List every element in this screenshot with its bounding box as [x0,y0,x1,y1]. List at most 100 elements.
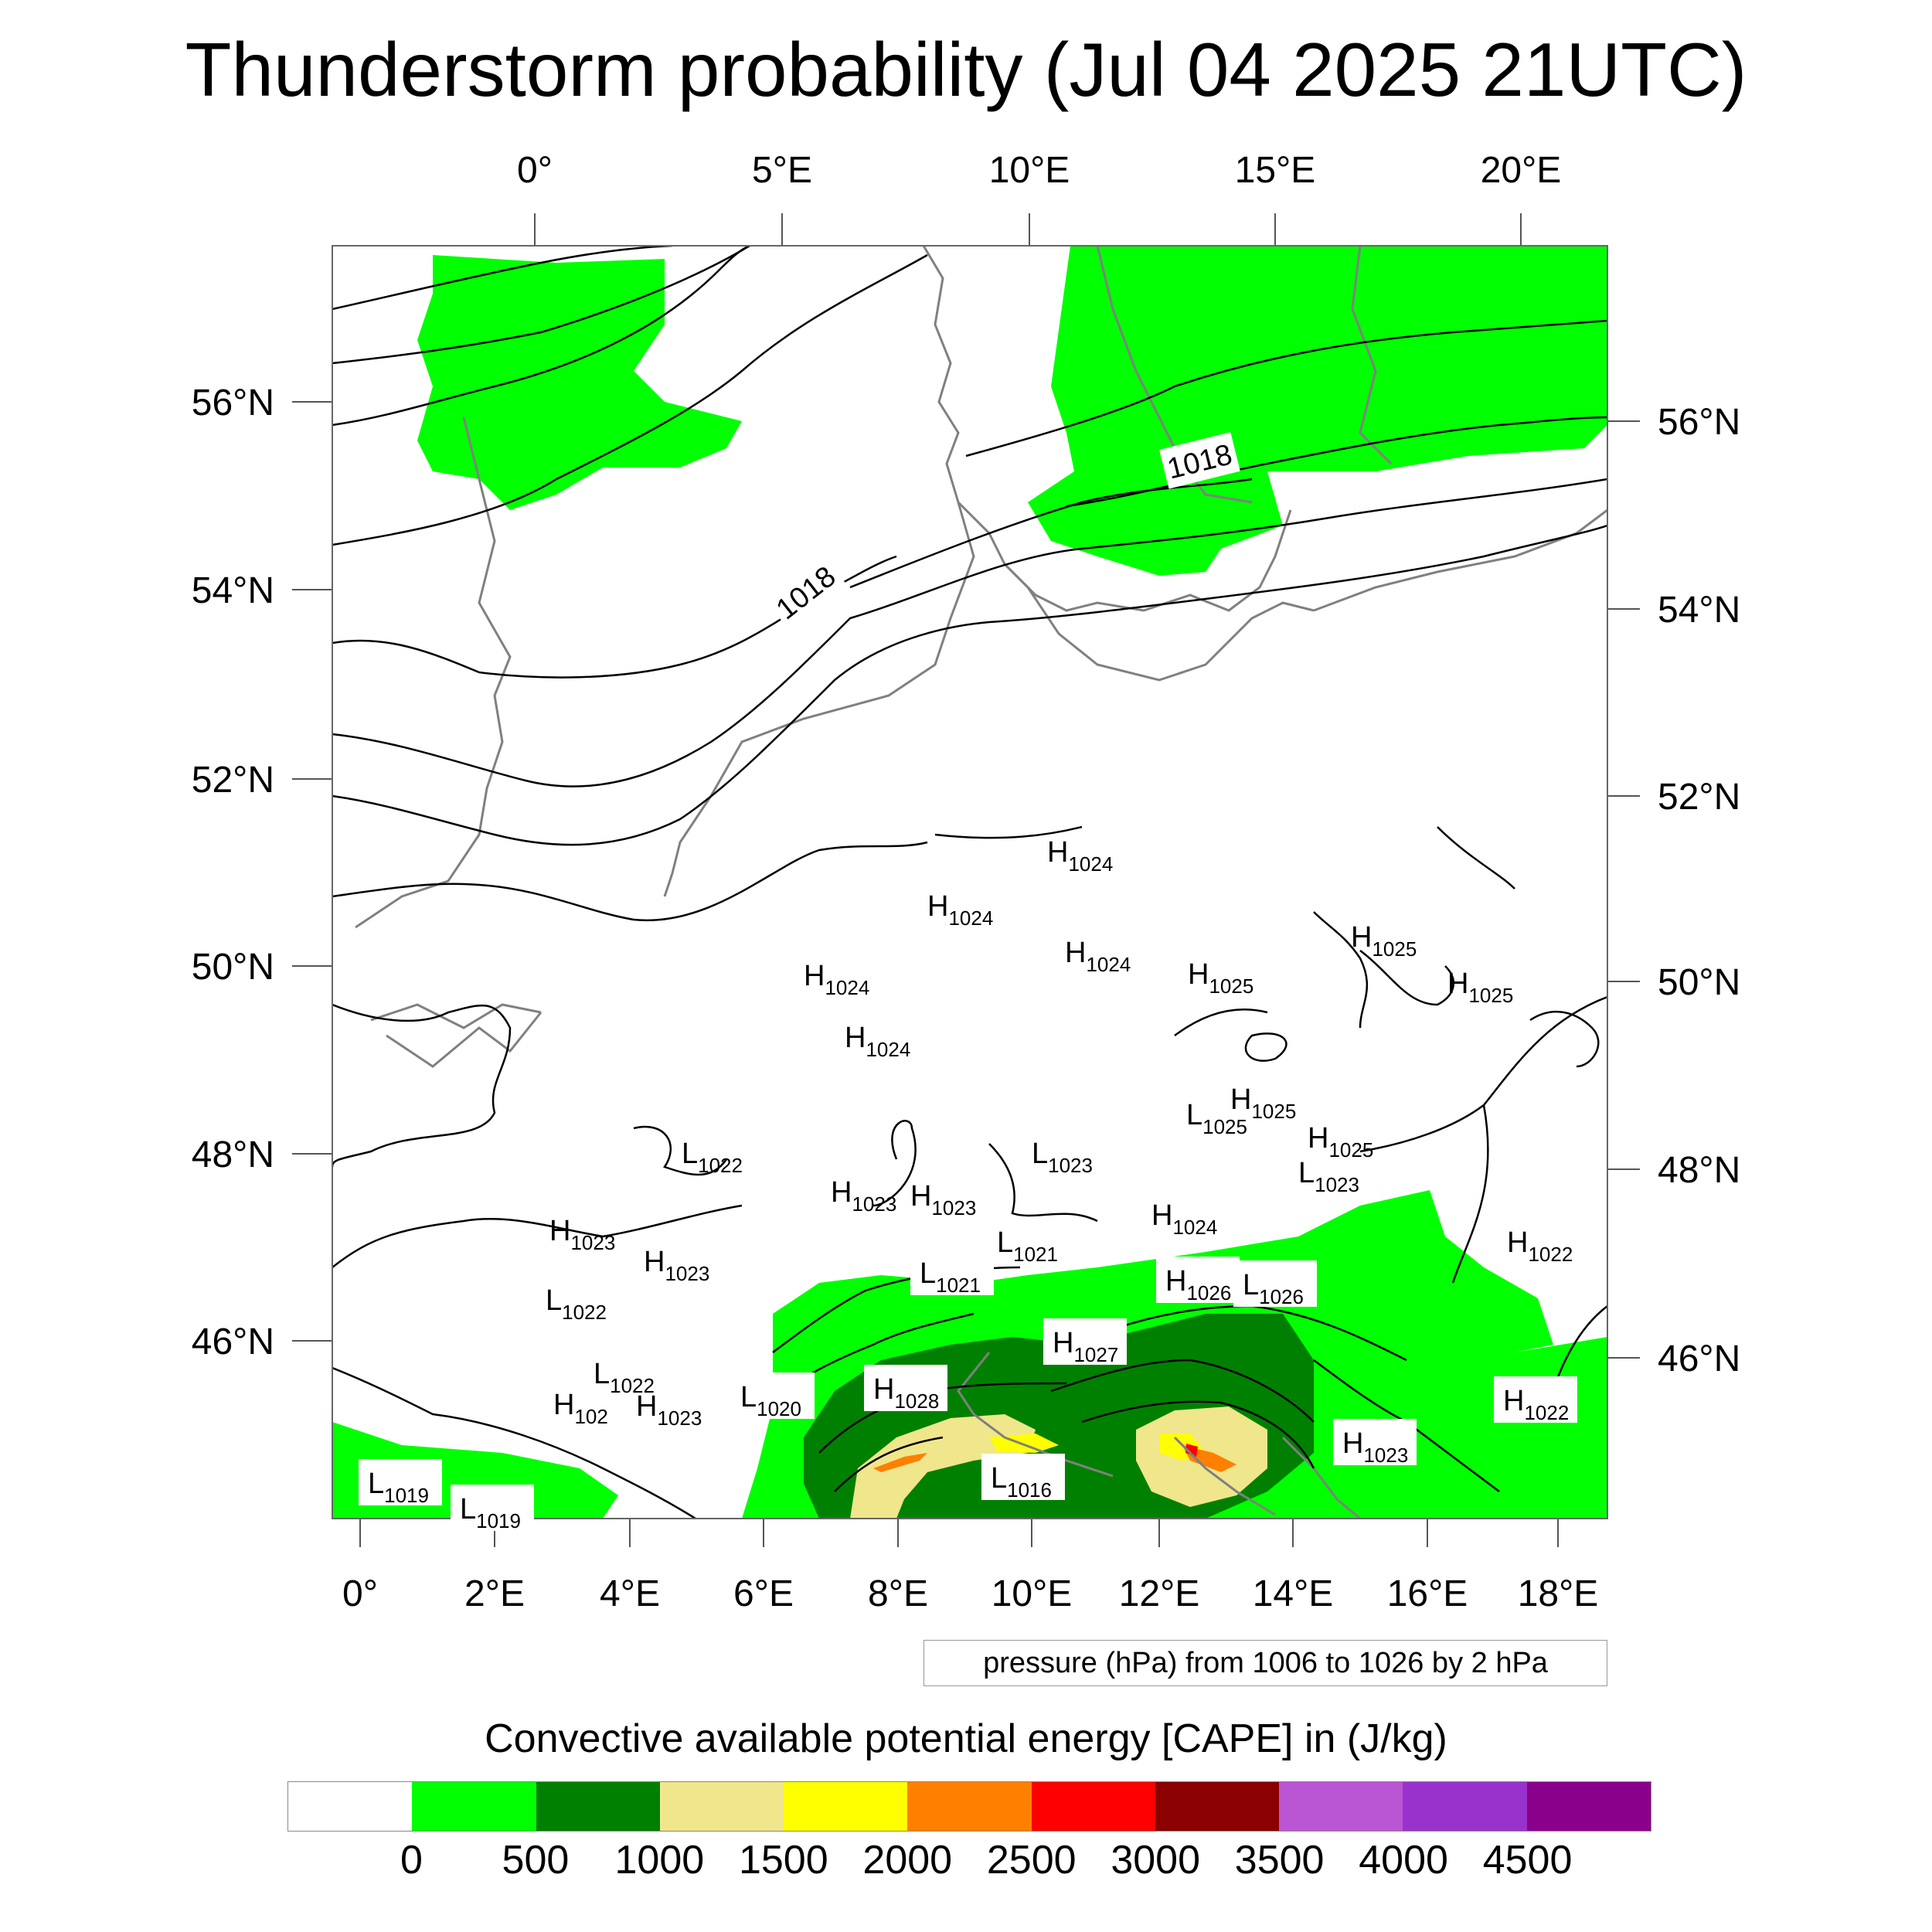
cape-colorbar [287,1781,1651,1832]
colorbar-tick-label: 500 [502,1838,570,1883]
bottom-lon-labels: 0° 2°E 4°E 6°E 8°E 10°E 12°E 14°E 16°E 1… [342,1573,1598,1614]
bottom-lon-label: 0° [342,1573,378,1614]
cape-area-orange [873,1453,927,1472]
bottom-lon-label: 6°E [733,1573,794,1614]
low-pressure-label: L1022 [682,1138,743,1177]
top-lon-label: 5°E [752,150,812,191]
cape-area-red [1185,1444,1198,1457]
coastlines [355,246,1607,1519]
pressure-note: pressure (hPa) from 1006 to 1026 by 2 hP… [923,1640,1607,1686]
pressure-center-box [1494,1376,1577,1423]
colorbar-swatch [784,1782,908,1831]
left-lat-labels: 56°N 54°N 52°N 50°N 48°N 46°N [192,383,274,1362]
left-lat-label: 54°N [192,570,274,611]
high-pressure-label: H1024 [804,960,869,999]
high-pressure-label: H102 [553,1389,608,1428]
colorbar-swatch [1155,1782,1280,1831]
low-pressure-label: L1023 [1032,1138,1093,1177]
high-pressure-label: H1024 [1151,1199,1217,1239]
cape-area-khaki-west [850,1414,1036,1519]
bottom-lon-label: 14°E [1253,1573,1334,1614]
colorbar-tick-label: 4500 [1482,1838,1573,1883]
colorbar-tick-label: 1500 [738,1838,828,1883]
colorbar-swatch [1526,1782,1651,1831]
high-pressure-label: H1024 [1065,937,1131,976]
top-lon-label: 20°E [1481,150,1562,191]
isobars [332,246,1607,1519]
cape-area-north-sea [417,255,742,510]
right-lat-label: 52°N [1658,777,1740,818]
pressure-center-box [451,1485,534,1531]
colorbar-swatch [288,1782,413,1831]
pressure-center-box [1043,1318,1127,1365]
high-pressure-label: H1023 [831,1176,896,1216]
colorbar-tick-label: 2500 [986,1838,1077,1883]
top-lon-labels: 0° 5°E 10°E 15°E 20°E [517,150,1561,191]
pressure-center-box [1156,1257,1240,1303]
colorbar-ticks: 0 500 1000 1500 2000 2500 3000 3500 4000 4500 [287,1833,1651,1887]
map-title: Thunderstorm probability (Jul 04 2025 21… [185,27,1747,112]
colorbar-swatch [907,1782,1032,1831]
left-lat-label: 46°N [192,1321,274,1362]
colorbar-swatch [412,1782,536,1831]
graticule-ticks [292,213,1640,1547]
high-pressure-label: H1024 [1047,836,1113,876]
right-lat-labels: 56°N 54°N 52°N 50°N 48°N 46°N [1658,402,1740,1379]
colorbar-swatch [1403,1782,1527,1831]
colorbar-tick-label: 1000 [614,1838,705,1883]
right-lat-label: 46°N [1658,1338,1740,1379]
left-lat-label: 52°N [192,760,274,801]
pressure-center-box [1333,1419,1417,1465]
right-lat-label: 54°N [1658,590,1740,631]
colorbar-title: Convective available potential energy [C… [485,1716,1447,1761]
top-lon-label: 15°E [1235,150,1316,191]
colorbar-tick-label: 3000 [1111,1838,1201,1883]
high-pressure-label: H1026 [1165,1265,1231,1304]
high-pressure-label: H1023 [910,1180,976,1219]
right-lat-label: 50°N [1658,962,1740,1003]
right-lat-label: 56°N [1658,402,1740,443]
cape-shading [332,246,1607,1519]
cape-area-scandinavia [1028,246,1607,576]
colorbar-tick-label: 3500 [1234,1838,1325,1883]
top-lon-label: 0° [517,150,553,191]
right-lat-label: 48°N [1658,1150,1740,1191]
pressure-center-box [988,1218,1071,1264]
pressure-center-box [359,1459,442,1505]
left-lat-label: 56°N [192,383,274,423]
top-lon-label: 10°E [989,150,1070,191]
pressure-center-box [910,1249,994,1295]
high-pressure-label: H1025 [1447,968,1513,1007]
bottom-lon-label: 10°E [992,1573,1073,1614]
colorbar-swatch [659,1782,784,1831]
pressure-center-box [864,1365,947,1411]
low-pressure-label: L1023 [1298,1157,1359,1196]
high-pressure-label: H1024 [927,890,993,930]
colorbar-swatch [1031,1782,1155,1831]
high-pressure-label: H1023 [636,1390,702,1430]
colorbar-tick-label: 0 [400,1838,423,1883]
colorbar-swatch [1279,1782,1403,1831]
high-pressure-label: H1022 [1507,1226,1573,1266]
bottom-lon-label: 16°E [1387,1573,1468,1614]
bottom-lon-label: 8°E [868,1573,928,1614]
map-frame [332,245,1608,1519]
bottom-lon-label: 12°E [1119,1573,1200,1614]
pressure-center-box [1233,1260,1317,1307]
high-pressure-label: H1023 [644,1246,709,1285]
low-pressure-label: L1022 [546,1284,607,1324]
high-pressure-label: H1025 [1351,921,1417,961]
high-pressure-label: H1024 [845,1022,910,1061]
high-pressure-label: H1025 [1308,1122,1373,1162]
bottom-lon-label: 2°E [464,1573,525,1614]
pressure-center-box [981,1454,1065,1500]
pressure-center-box [731,1372,815,1419]
left-lat-label: 50°N [192,947,274,988]
colorbar-swatch [536,1782,660,1831]
bottom-lon-label: 18°E [1518,1573,1599,1614]
bottom-lon-label: 4°E [600,1573,660,1614]
left-lat-label: 48°N [192,1134,274,1175]
colorbar-tick-label: 2000 [862,1838,953,1883]
high-pressure-label: H1023 [549,1215,615,1254]
